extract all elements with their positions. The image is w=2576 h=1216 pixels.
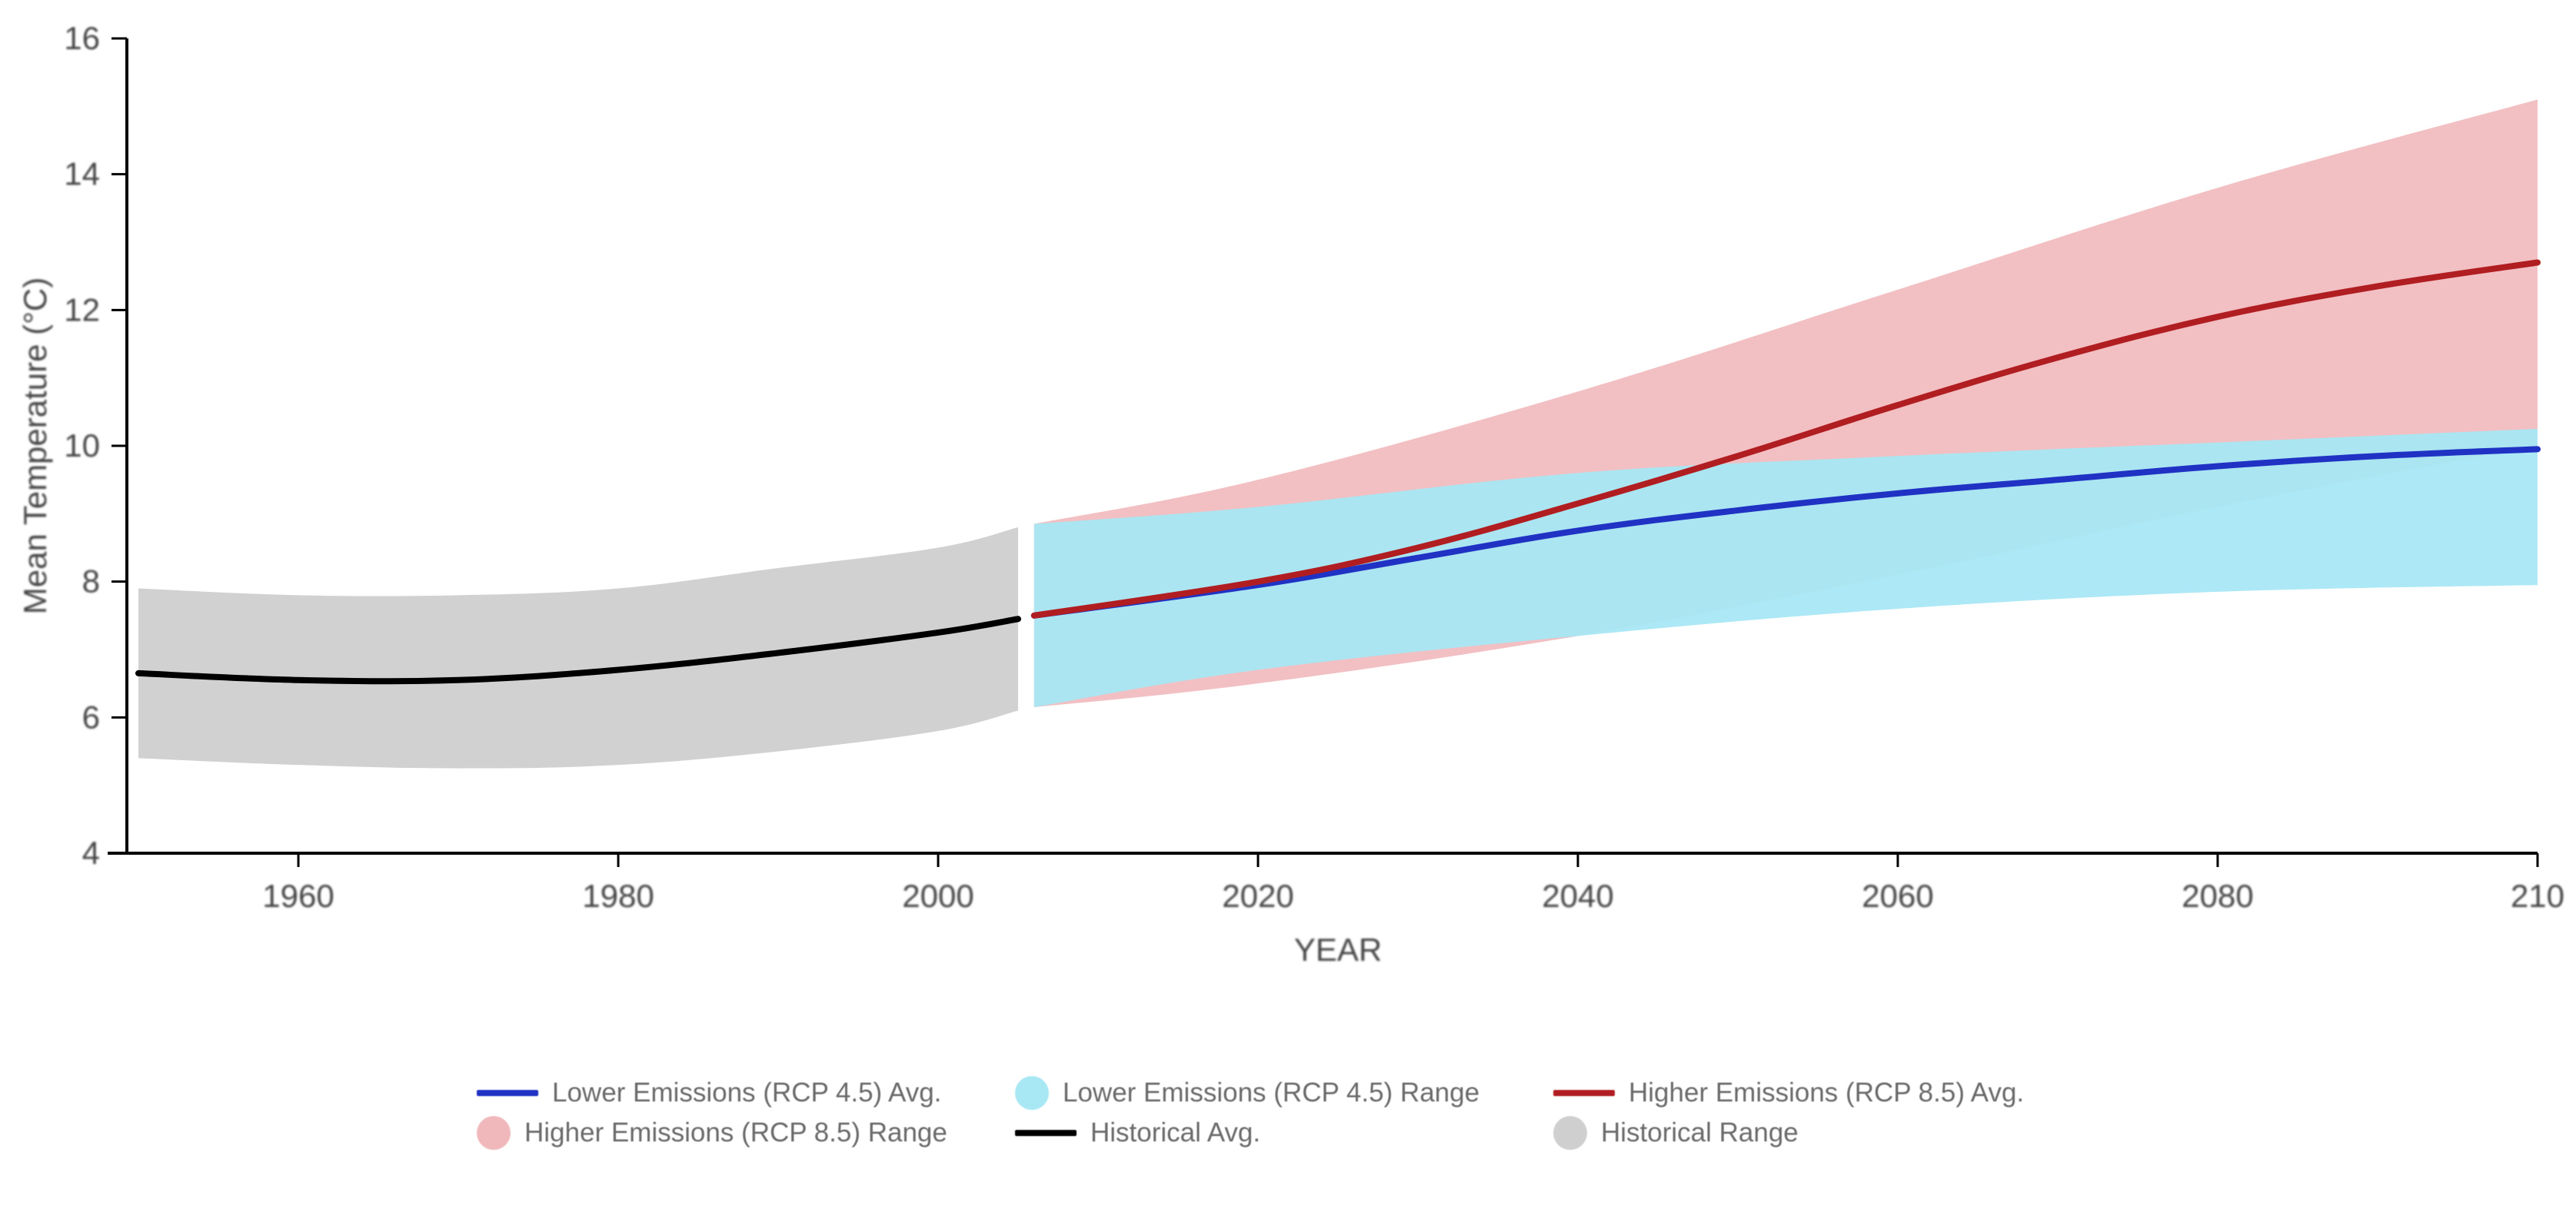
legend-item-rcp85-range: Higher Emissions (RCP 8.5) Range — [477, 1116, 969, 1150]
legend-item-rcp45-range: Lower Emissions (RCP 4.5) Range — [1015, 1076, 1507, 1110]
x-tick-label: 2040 — [1542, 878, 1613, 914]
temperature-projection-chart: 1960 1980 2000 2020 2040 2060 2080 210 YEAR 4 6 8 10… — [0, 0, 2576, 1216]
legend-swatch-line — [1553, 1090, 1615, 1096]
legend: Lower Emissions (RCP 4.5) Avg. Lower Emi… — [477, 1076, 2045, 1156]
x-tick-label: 210 — [2511, 878, 2564, 914]
x-tick-label: 2020 — [1222, 878, 1293, 914]
y-tick-label: 14 — [64, 156, 100, 192]
legend-swatch-line — [477, 1090, 538, 1096]
y-tick-label: 8 — [82, 563, 100, 600]
legend-label: Lower Emissions (RCP 4.5) Range — [1063, 1078, 1479, 1108]
legend-label: Lower Emissions (RCP 4.5) Avg. — [552, 1078, 941, 1108]
x-tick-label: 1960 — [262, 878, 334, 914]
rcp45-band — [1034, 429, 2538, 707]
legend-item-rcp85-avg: Higher Emissions (RCP 8.5) Avg. — [1553, 1078, 2045, 1108]
legend-swatch-dot — [1553, 1116, 1587, 1150]
legend-item-rcp45-avg: Lower Emissions (RCP 4.5) Avg. — [477, 1078, 969, 1108]
legend-swatch-dot — [477, 1116, 511, 1150]
legend-item-historical-avg: Historical Avg. — [1015, 1118, 1507, 1148]
y-tick-label: 12 — [64, 291, 100, 327]
chart-svg: 1960 1980 2000 2020 2040 2060 2080 210 YEAR 4 6 8 10… — [0, 0, 2576, 1216]
y-tick-label: 4 — [82, 835, 100, 871]
x-tick-label: 2060 — [1862, 878, 1933, 914]
legend-swatch-line — [1015, 1130, 1077, 1136]
y-tick-label: 6 — [82, 699, 100, 735]
legend-label: Higher Emissions (RCP 8.5) Avg. — [1629, 1078, 2024, 1108]
y-axis-label: Mean Temperature (°C) — [17, 277, 53, 615]
x-axis-label: YEAR — [1294, 932, 1382, 968]
legend-label: Historical Range — [1601, 1118, 1799, 1148]
legend-label: Historical Avg. — [1090, 1118, 1260, 1148]
x-tick-label: 2080 — [2182, 878, 2253, 914]
x-tick-label: 1980 — [582, 878, 654, 914]
historical-band — [138, 527, 1018, 769]
legend-label: Higher Emissions (RCP 8.5) Range — [524, 1118, 947, 1148]
x-tick-label: 2000 — [902, 878, 973, 914]
y-tick-label: 10 — [64, 427, 100, 463]
legend-item-historical-range: Historical Range — [1553, 1116, 2045, 1150]
y-tick-label: 16 — [64, 20, 100, 56]
legend-swatch-dot — [1015, 1076, 1049, 1110]
